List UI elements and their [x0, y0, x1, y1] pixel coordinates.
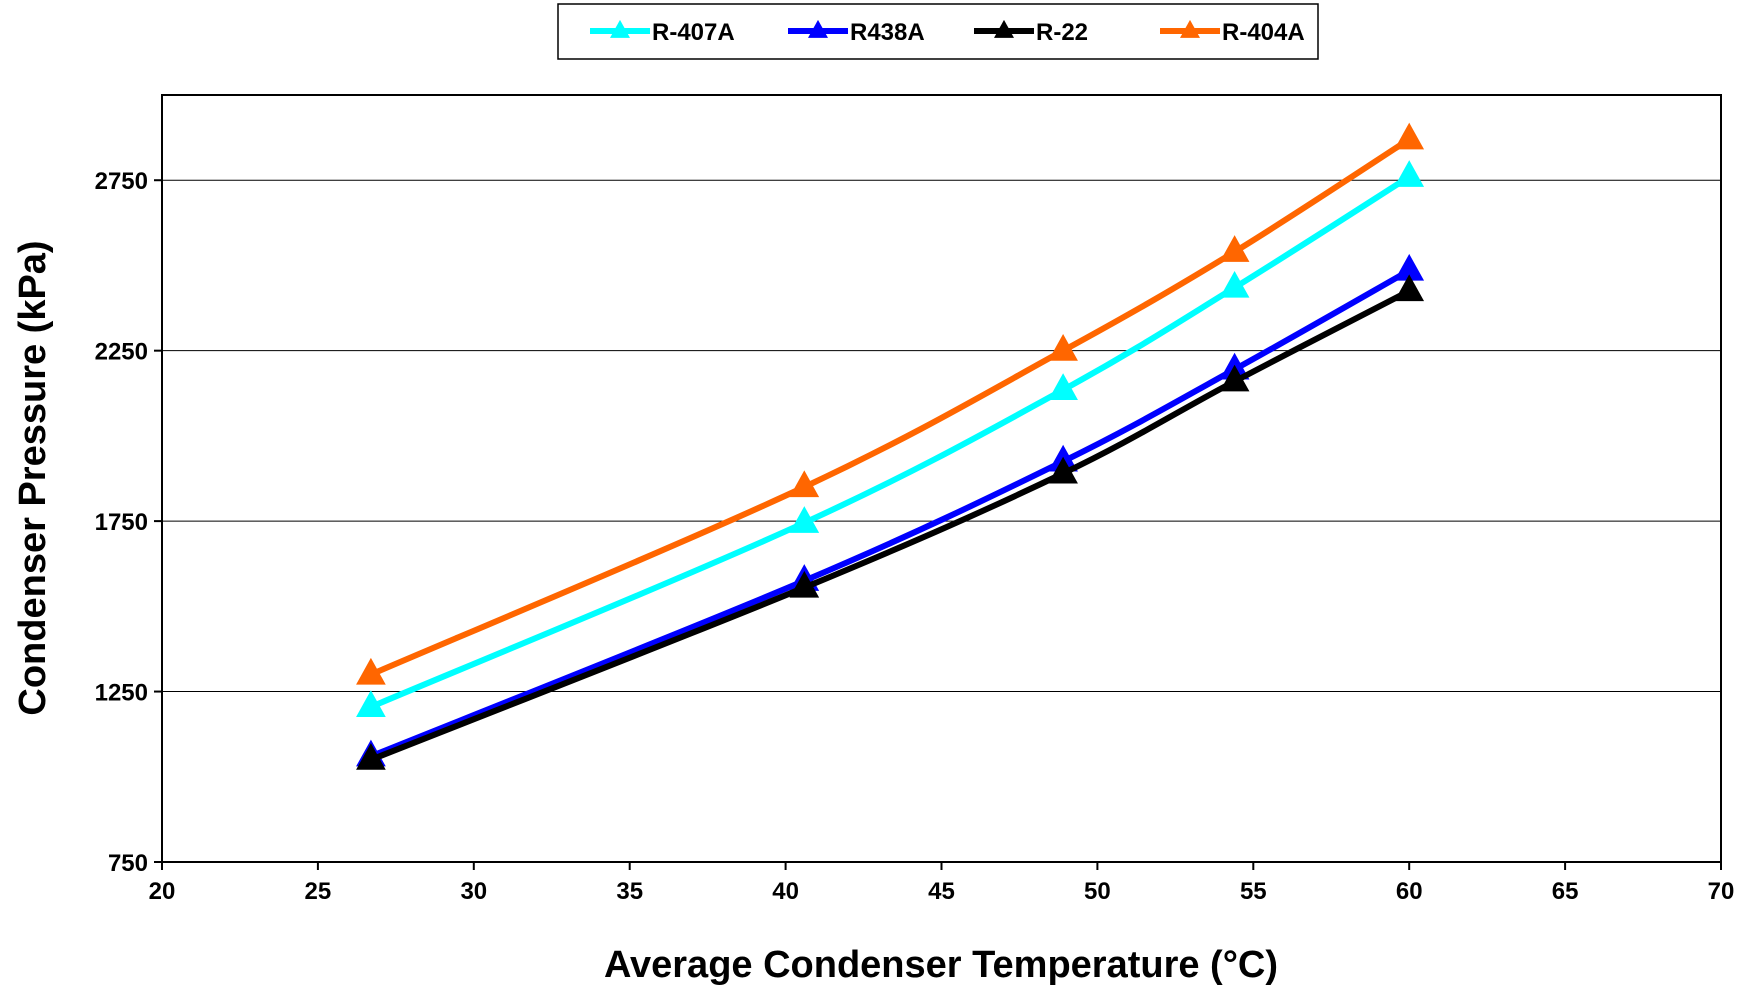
data-point-r-22 — [356, 743, 386, 770]
data-point-r-22 — [789, 570, 820, 598]
x-tick-label: 65 — [1552, 878, 1579, 905]
data-point-r-407a — [1219, 270, 1250, 298]
y-tick-label: 2750 — [95, 168, 148, 195]
legend: R-407A R438A R-22 R-404A — [557, 3, 1319, 60]
data-point-r-22 — [1394, 274, 1425, 302]
x-tick-label: 30 — [460, 878, 487, 905]
x-tick-label: 25 — [305, 878, 332, 905]
series-layer — [356, 122, 1425, 770]
x-axis-title: Average Condenser Temperature (°C) — [604, 944, 1278, 986]
legend-marker — [610, 19, 630, 38]
x-tick-label: 55 — [1240, 878, 1267, 905]
series-line-r-407a — [367, 173, 1413, 710]
y-tick-label: 750 — [108, 850, 148, 877]
data-point-r-404a — [789, 470, 820, 498]
data-point-r-404a — [1219, 235, 1250, 262]
x-tick-label: 50 — [1084, 878, 1111, 905]
y-tick-label: 2250 — [95, 339, 148, 366]
x-tick-label: 60 — [1396, 878, 1423, 905]
x-tick-label: 70 — [1708, 878, 1735, 905]
series-line-r438a — [367, 267, 1413, 760]
y-tick-label: 1750 — [95, 509, 148, 536]
data-point-r-22 — [1219, 364, 1250, 392]
legend-label: R-22 — [1036, 19, 1088, 46]
series-line-r-22 — [367, 288, 1413, 763]
series-line-r-404a — [367, 136, 1413, 678]
legend-marker — [994, 19, 1014, 38]
legend-label: R438A — [850, 19, 925, 46]
data-point-r-407a — [1394, 160, 1425, 187]
x-tick-label: 40 — [772, 878, 799, 905]
legend-marker — [1180, 19, 1200, 38]
y-axis-title: Condenser Pressure (kPa) — [12, 240, 54, 715]
legend-marker — [808, 19, 828, 38]
gridlines — [162, 179, 1721, 693]
x-axis-ticks: 20 25 30 35 40 45 50 55 60 65 70 — [149, 862, 1735, 905]
data-point-r-407a — [789, 506, 820, 533]
y-axis-ticks: 750 1250 1750 2250 2750 — [95, 168, 162, 877]
data-point-r-404a — [1394, 122, 1425, 150]
data-point-r-404a — [356, 657, 386, 685]
legend-label: R-404A — [1222, 19, 1305, 46]
x-tick-label: 45 — [928, 878, 955, 905]
x-tick-label: 35 — [616, 878, 643, 905]
x-tick-label: 20 — [149, 878, 176, 905]
legend-label: R-407A — [652, 19, 735, 46]
data-point-r-22 — [1048, 456, 1078, 484]
data-point-r-407a — [1048, 373, 1078, 400]
data-point-r-404a — [1048, 334, 1078, 361]
y-tick-label: 1250 — [95, 680, 148, 707]
data-point-r-407a — [356, 690, 386, 717]
